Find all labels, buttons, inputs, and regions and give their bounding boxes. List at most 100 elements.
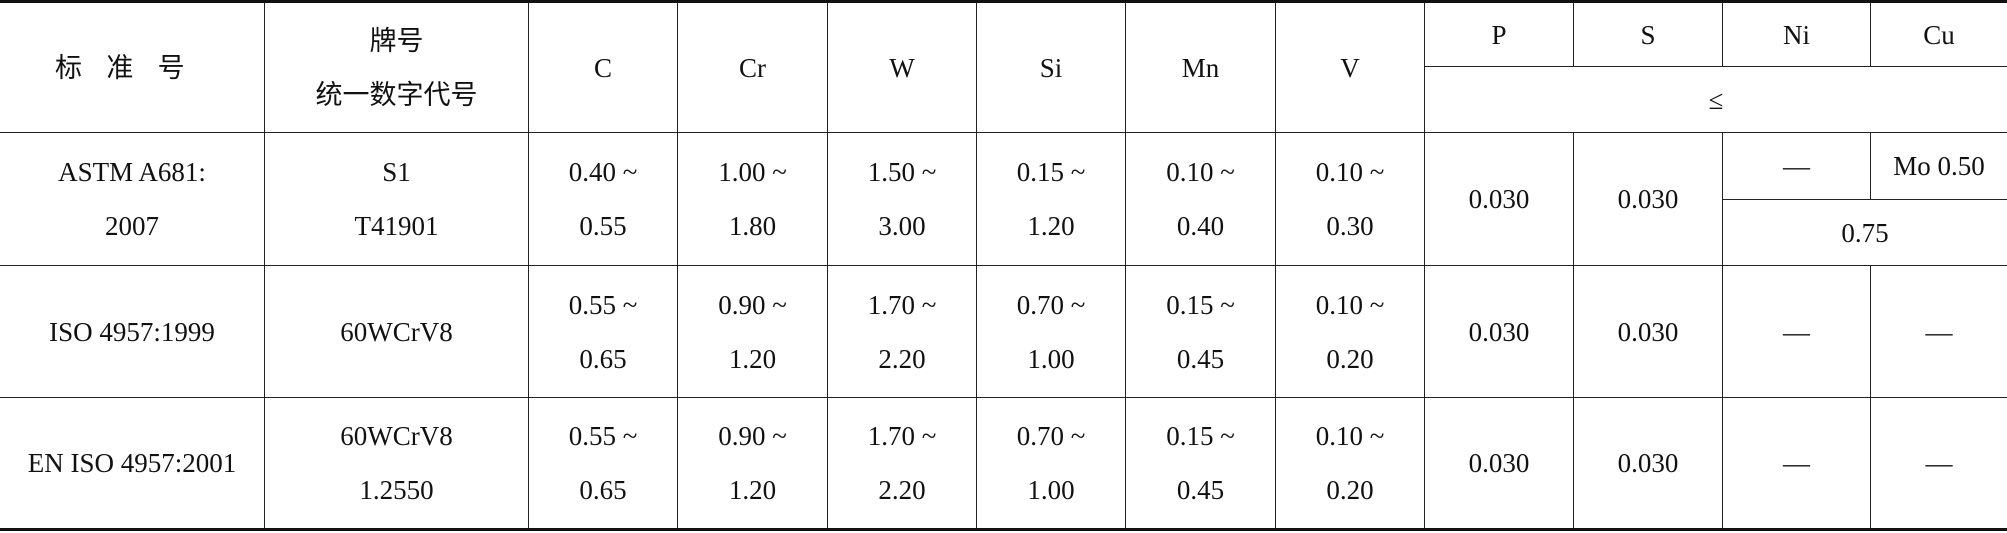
range: 0.70 ~ 1.00 bbox=[977, 266, 1126, 398]
value-cu: Mo 0.50 bbox=[1871, 133, 2007, 200]
range: 0.10 ~ 0.30 bbox=[1276, 133, 1425, 266]
header-element: Si bbox=[977, 3, 1126, 133]
cell-text: Cu bbox=[1923, 19, 1955, 50]
value-ni-cu: 0.75 bbox=[1723, 200, 2007, 266]
cell-text: 0.15 ~ bbox=[1166, 421, 1235, 451]
range: 0.10 ~ 0.20 bbox=[1276, 266, 1425, 398]
value-p: 0.030 bbox=[1425, 398, 1574, 528]
range: 1.00 ~ 1.80 bbox=[678, 133, 828, 266]
cell-text: 2.20 bbox=[878, 475, 926, 505]
cell-text: P bbox=[1491, 19, 1507, 50]
cell-text: 1.20 bbox=[728, 475, 777, 505]
cell-text: 1.00 bbox=[1027, 343, 1075, 374]
range: 0.15 ~ 1.20 bbox=[977, 133, 1126, 266]
cell-text: S1 bbox=[382, 157, 411, 187]
cell-text: 0.65 bbox=[579, 475, 627, 505]
cell-text: Mo 0.50 bbox=[1893, 151, 1985, 181]
cell-text: — bbox=[1783, 448, 1810, 478]
cell-text: 0.030 bbox=[1617, 316, 1679, 347]
cell-text: 0.20 bbox=[1326, 343, 1374, 374]
cell-text: T41901 bbox=[354, 211, 439, 241]
header-element: P bbox=[1425, 3, 1574, 67]
value-ni: — bbox=[1723, 398, 1871, 528]
cell-text: — bbox=[1925, 316, 1953, 347]
cell-text: 1.00 bbox=[1027, 475, 1075, 505]
cell-text: 2.20 bbox=[878, 343, 926, 374]
range: 0.55 ~ 0.65 bbox=[529, 266, 678, 398]
cell-text: W bbox=[889, 52, 915, 83]
value-s: 0.030 bbox=[1574, 398, 1723, 528]
range: 0.15 ~ 0.45 bbox=[1126, 266, 1276, 398]
cell-text: Cr bbox=[739, 52, 766, 83]
cell-text: ASTM A681: bbox=[58, 157, 206, 187]
cell-text: 0.55 ~ bbox=[568, 421, 638, 451]
cell-text: C bbox=[593, 52, 612, 83]
header-max-note: ≤ bbox=[1425, 67, 2007, 133]
cell-text: 0.70 ~ bbox=[1016, 289, 1086, 320]
cell-text: 0.40 bbox=[1176, 211, 1225, 241]
cell-text: 1.20 bbox=[728, 343, 777, 374]
cell-text: 0.030 bbox=[1468, 316, 1530, 347]
cell-text: 1.70 ~ bbox=[867, 289, 937, 320]
header-element: Mn bbox=[1126, 3, 1276, 133]
header-element: Ni bbox=[1723, 3, 1871, 67]
grade: 60WCrV8 bbox=[265, 266, 529, 398]
cell-text: Si bbox=[1039, 52, 1063, 83]
cell-text: V bbox=[1340, 52, 1360, 83]
value-ni: — bbox=[1723, 133, 1871, 200]
cell-text: 1.50 ~ bbox=[867, 157, 937, 187]
grade: 60WCrV8 1.2550 bbox=[265, 398, 529, 528]
cell-text: 0.90 ~ bbox=[718, 421, 787, 451]
standard: EN ISO 4957:2001 bbox=[0, 398, 265, 528]
cell-text: 0.55 bbox=[579, 211, 627, 241]
range: 1.70 ~ 2.20 bbox=[828, 266, 977, 398]
value-p: 0.030 bbox=[1425, 266, 1574, 398]
cell-text: EN ISO 4957:2001 bbox=[27, 448, 237, 478]
cell-text: 0.030 bbox=[1617, 448, 1679, 478]
range: 0.55 ~ 0.65 bbox=[529, 398, 678, 528]
value-cu: — bbox=[1871, 266, 2007, 398]
cell-text: 60WCrV8 bbox=[340, 316, 453, 347]
cell-text: — bbox=[1925, 448, 1953, 478]
cell-text: 0.55 ~ bbox=[568, 289, 638, 320]
top-rule bbox=[0, 0, 2007, 3]
cell-text: — bbox=[1783, 316, 1810, 347]
range: 0.40 ~ 0.55 bbox=[529, 133, 678, 266]
cell-text: 0.030 bbox=[1617, 184, 1679, 214]
value-s: 0.030 bbox=[1574, 133, 1723, 266]
header-standard: 标准号 bbox=[0, 3, 265, 133]
cell-text: — bbox=[1783, 151, 1810, 181]
cell-text: 0.15 ~ bbox=[1016, 157, 1086, 187]
cell-text: 0.10 ~ bbox=[1315, 421, 1385, 451]
cell-text: Mn bbox=[1181, 52, 1220, 83]
cell-text: 0.20 bbox=[1326, 475, 1374, 505]
cell-text: S bbox=[1640, 19, 1656, 50]
cell-text: 1.2550 bbox=[359, 475, 434, 505]
header-grade: 牌号 统一数字代号 bbox=[265, 3, 529, 133]
cell-text: Ni bbox=[1783, 19, 1810, 50]
cell-text: 0.15 ~ bbox=[1166, 289, 1235, 320]
cell-text: 0.10 ~ bbox=[1315, 157, 1385, 187]
cell-text: 0.30 bbox=[1326, 211, 1374, 241]
range: 0.10 ~ 0.20 bbox=[1276, 398, 1425, 528]
range: 0.70 ~ 1.00 bbox=[977, 398, 1126, 528]
range: 1.70 ~ 2.20 bbox=[828, 398, 977, 528]
value-s: 0.030 bbox=[1574, 266, 1723, 398]
cell-text: 牌号 bbox=[369, 25, 424, 56]
cell-text: 1.70 ~ bbox=[867, 421, 937, 451]
header-element: Cu bbox=[1871, 3, 2007, 67]
cell-text: 1.00 ~ bbox=[718, 157, 787, 187]
cell-text: 标准号 bbox=[55, 52, 209, 83]
cell-text: 1.20 bbox=[1027, 211, 1075, 241]
cell-text: 0.030 bbox=[1468, 184, 1530, 214]
cell-text: ≤ bbox=[1708, 84, 1724, 115]
cell-text: 3.00 bbox=[878, 211, 926, 241]
header-element: V bbox=[1276, 3, 1425, 133]
standard: ISO 4957:1999 bbox=[0, 266, 265, 398]
standard: ASTM A681: 2007 bbox=[0, 133, 265, 266]
cell-text: 0.45 bbox=[1176, 343, 1225, 374]
cell-text: 统一数字代号 bbox=[315, 79, 478, 110]
cell-text: ISO 4957:1999 bbox=[49, 316, 215, 347]
cell-text: 0.90 ~ bbox=[718, 289, 787, 320]
header-element: W bbox=[828, 3, 977, 133]
